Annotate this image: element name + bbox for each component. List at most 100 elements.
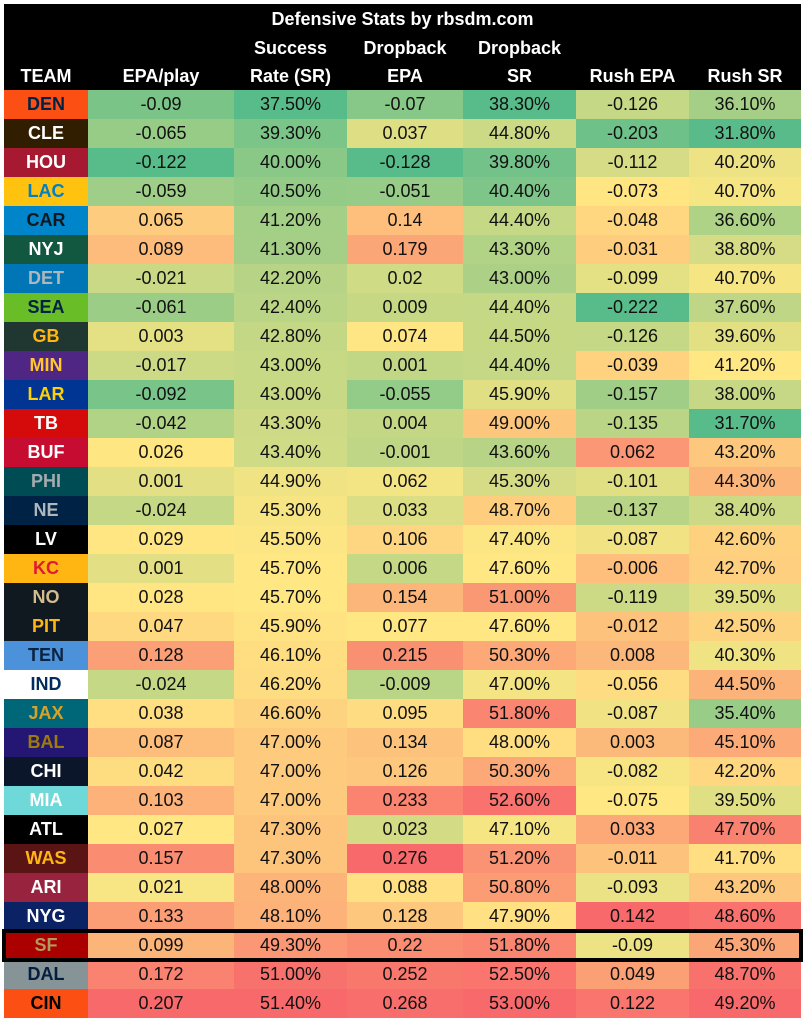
value-cell: 0.023 [347, 815, 463, 844]
column-header: Rush SR [689, 34, 801, 90]
value-cell: 43.20% [689, 438, 801, 467]
value-cell: 43.30% [463, 235, 576, 264]
value-cell: -0.135 [576, 409, 689, 438]
value-cell: -0.082 [576, 757, 689, 786]
value-cell: 35.40% [689, 699, 801, 728]
value-cell: -0.087 [576, 699, 689, 728]
value-cell: -0.009 [347, 670, 463, 699]
value-cell: 0.134 [347, 728, 463, 757]
value-cell: 36.10% [689, 90, 801, 119]
team-cell: LAC [4, 177, 88, 206]
value-cell: 47.90% [463, 902, 576, 931]
value-cell: -0.137 [576, 496, 689, 525]
value-cell: 0.02 [347, 264, 463, 293]
table-row: MIN -0.017 43.00% 0.001 44.40% -0.039 41.20% [4, 351, 801, 380]
value-cell: 51.00% [463, 583, 576, 612]
value-cell: 43.00% [234, 380, 347, 409]
table-row: ARI 0.021 48.00% 0.088 50.80% -0.093 43.20% [4, 873, 801, 902]
value-cell: 40.70% [689, 177, 801, 206]
table-row: CHI 0.042 47.00% 0.126 50.30% -0.082 42.20% [4, 757, 801, 786]
value-cell: 0.126 [347, 757, 463, 786]
value-cell: 0.087 [88, 728, 234, 757]
table-row: PIT 0.047 45.90% 0.077 47.60% -0.012 42.50% [4, 612, 801, 641]
value-cell: 40.20% [689, 148, 801, 177]
value-cell: 38.00% [689, 380, 801, 409]
value-cell: 39.50% [689, 786, 801, 815]
table-row: GB 0.003 42.80% 0.074 44.50% -0.126 39.60% [4, 322, 801, 351]
column-header-line [630, 34, 635, 62]
value-cell: -0.093 [576, 873, 689, 902]
column-header-line [742, 34, 747, 62]
column-header-line: EPA [387, 66, 423, 86]
value-cell: 0.037 [347, 119, 463, 148]
value-cell: 0.276 [347, 844, 463, 873]
value-cell: 0.133 [88, 902, 234, 931]
value-cell: -0.024 [88, 496, 234, 525]
value-cell: 38.30% [463, 90, 576, 119]
value-cell: 37.50% [234, 90, 347, 119]
value-cell: 0.065 [88, 206, 234, 235]
value-cell: 43.60% [463, 438, 576, 467]
value-cell: 51.80% [463, 931, 576, 960]
value-cell: 0.003 [576, 728, 689, 757]
value-cell: -0.126 [576, 90, 689, 119]
table-row: NE -0.024 45.30% 0.033 48.70% -0.137 38.40% [4, 496, 801, 525]
table-row: TB -0.042 43.30% 0.004 49.00% -0.135 31.70% [4, 409, 801, 438]
table-row: TEN 0.128 46.10% 0.215 50.30% 0.008 40.30% [4, 641, 801, 670]
value-cell: 0.252 [347, 960, 463, 989]
value-cell: 0.207 [88, 989, 234, 1018]
table-row: DEN -0.09 37.50% -0.07 38.30% -0.126 36.10% [4, 90, 801, 119]
value-cell: 42.70% [689, 554, 801, 583]
table-row: KC 0.001 45.70% 0.006 47.60% -0.006 42.70% [4, 554, 801, 583]
value-cell: 43.20% [689, 873, 801, 902]
value-cell: 0.042 [88, 757, 234, 786]
value-cell: 40.70% [689, 264, 801, 293]
value-cell: 42.50% [689, 612, 801, 641]
team-cell: CIN [4, 989, 88, 1018]
value-cell: 0.001 [347, 351, 463, 380]
table-row: CLE -0.065 39.30% 0.037 44.80% -0.203 31.80% [4, 119, 801, 148]
team-cell: NO [4, 583, 88, 612]
value-cell: 47.30% [234, 815, 347, 844]
table-row: NYJ 0.089 41.30% 0.179 43.30% -0.031 38.80% [4, 235, 801, 264]
value-cell: 0.103 [88, 786, 234, 815]
value-cell: -0.222 [576, 293, 689, 322]
value-cell: 42.20% [234, 264, 347, 293]
table-body: DEN -0.09 37.50% -0.07 38.30% -0.126 36.10% CLE… [2, 90, 803, 1018]
team-cell: CAR [4, 206, 88, 235]
team-cell: KC [4, 554, 88, 583]
column-header: EPA/play [88, 34, 234, 90]
team-cell: CHI [4, 757, 88, 786]
table-row: NO 0.028 45.70% 0.154 51.00% -0.119 39.50% [4, 583, 801, 612]
value-cell: 52.50% [463, 960, 576, 989]
table-row: DET -0.021 42.20% 0.02 43.00% -0.099 40.70% [4, 264, 801, 293]
value-cell: 0.009 [347, 293, 463, 322]
value-cell: 40.40% [463, 177, 576, 206]
table-row: CIN 0.207 51.40% 0.268 53.00% 0.122 49.20% [4, 989, 801, 1018]
value-cell: -0.051 [347, 177, 463, 206]
value-cell: 50.30% [463, 641, 576, 670]
column-header-line [158, 34, 163, 62]
team-cell: DEN [4, 90, 88, 119]
value-cell: 51.40% [234, 989, 347, 1018]
value-cell: -0.055 [347, 380, 463, 409]
value-cell: 0.142 [576, 902, 689, 931]
value-cell: 44.40% [463, 351, 576, 380]
value-cell: 0.099 [88, 931, 234, 960]
value-cell: -0.073 [576, 177, 689, 206]
value-cell: 48.10% [234, 902, 347, 931]
value-cell: 42.60% [689, 525, 801, 554]
value-cell: 45.30% [234, 496, 347, 525]
value-cell: 41.20% [234, 206, 347, 235]
table-row: WAS 0.157 47.30% 0.276 51.20% -0.011 41.70% [4, 844, 801, 873]
team-cell: DET [4, 264, 88, 293]
value-cell: 47.30% [234, 844, 347, 873]
column-header-line: Dropback [477, 38, 562, 58]
value-cell: 43.00% [234, 351, 347, 380]
column-header-line: Dropback [363, 38, 447, 58]
value-cell: 0.049 [576, 960, 689, 989]
value-cell: 0.157 [88, 844, 234, 873]
value-cell: 44.80% [463, 119, 576, 148]
table-row: LV 0.029 45.50% 0.106 47.40% -0.087 42.60% [4, 525, 801, 554]
column-header: TEAM [4, 34, 88, 90]
